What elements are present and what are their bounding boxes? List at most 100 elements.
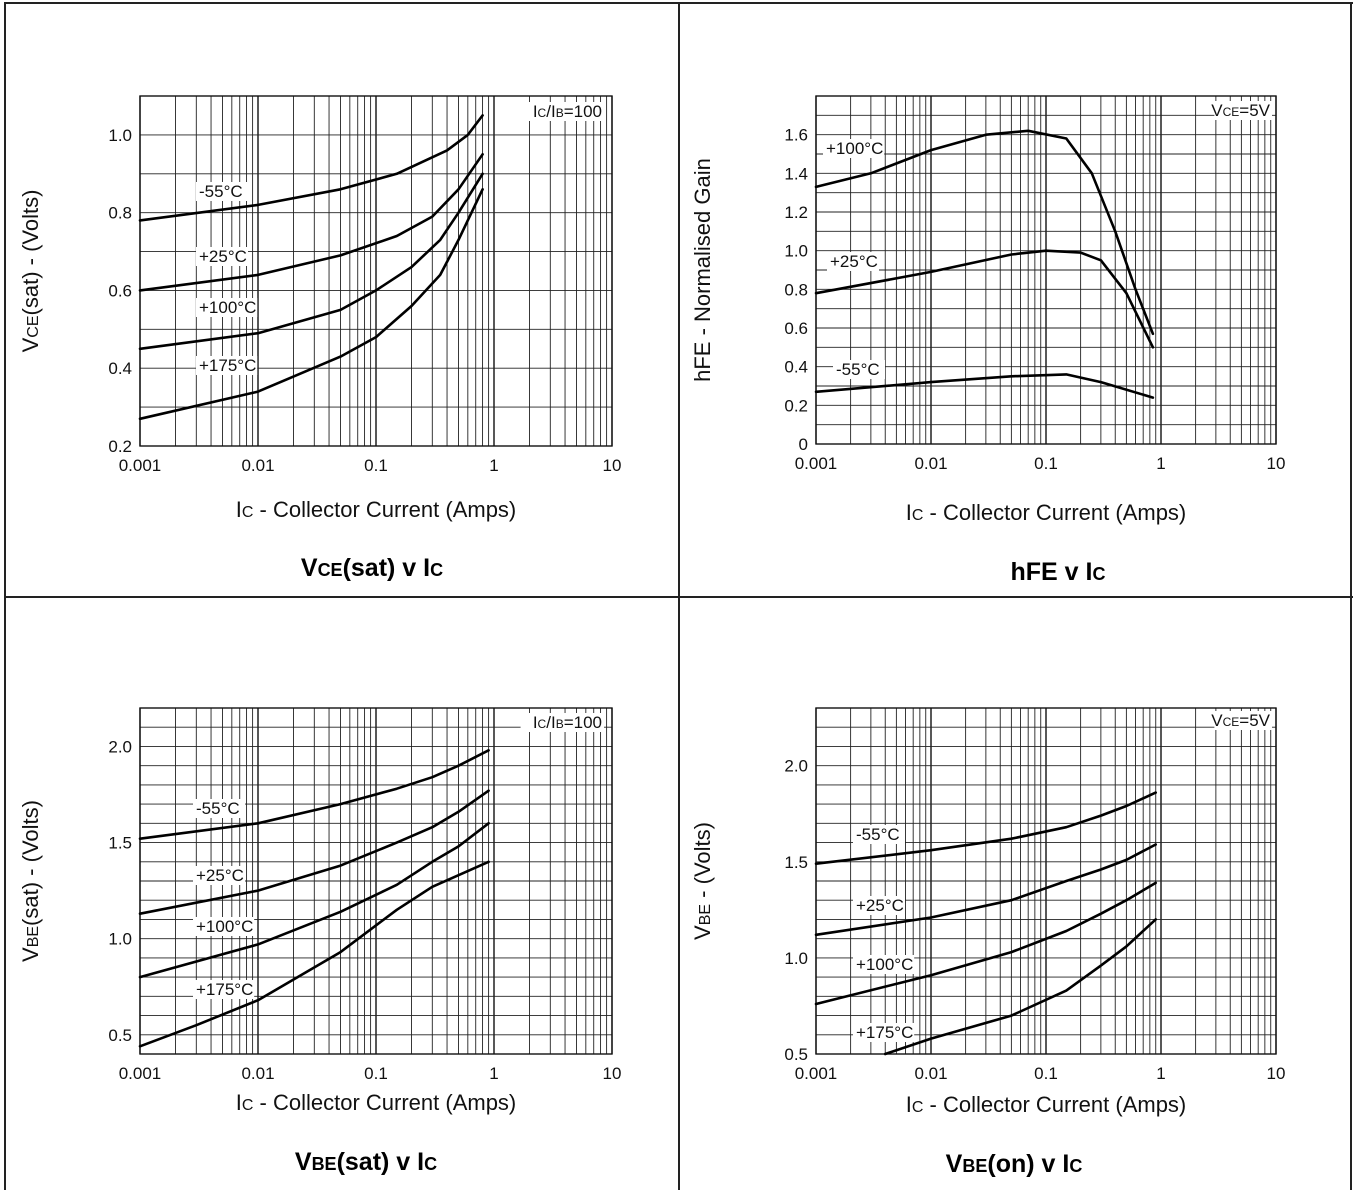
series-label-text: -55°C [856, 825, 900, 844]
y-tick-label: 2.0 [784, 757, 808, 776]
x-tick-label: 1 [489, 456, 498, 475]
series-label-text: +25°C [830, 252, 878, 271]
series-line-55-c [814, 373, 1155, 399]
chart-title: VCE(sat) v IC [301, 554, 443, 582]
y-tick-label: 0.5 [784, 1045, 808, 1064]
series-label-25-c: +25°C [853, 896, 905, 915]
series-label-text: +25°C [196, 866, 244, 885]
series-label-bg [196, 182, 248, 201]
x-tick-label: 10 [603, 1064, 622, 1083]
condition-bg [520, 102, 604, 121]
series-line-55-c [138, 749, 490, 840]
x-tick-label: 0.1 [1034, 454, 1058, 473]
series-line-175-c [138, 188, 484, 421]
series-line-100-c [814, 129, 1155, 336]
y-tick-label: 1.0 [784, 949, 808, 968]
x-axis-label: IC - Collector Current (Amps) [906, 1092, 1187, 1117]
x-tick-label: 0.01 [914, 454, 947, 473]
series-label-text: -55°C [196, 799, 240, 818]
plot-area-border [815, 707, 1277, 1055]
series-line-100-c [138, 172, 484, 351]
series-line-25-c [138, 153, 484, 292]
y-tick-label: 0.2 [108, 437, 132, 456]
x-tick-label: 0.01 [241, 1064, 274, 1083]
series-label-text: +25°C [856, 896, 904, 915]
series-label-bg [833, 360, 885, 379]
series-label-175-c: +175°C [196, 356, 258, 375]
y-tick-label: 1.6 [784, 126, 808, 145]
series-line-55-c [138, 114, 484, 222]
chart-vcesat: 0.001 0.01 0.1 1 10 0.2 0.4 0.6 0.8 1.0 -55°C +25°C… [18, 95, 622, 582]
series-line-25-c [138, 789, 490, 916]
series-label-bg [196, 247, 248, 266]
y-tick-label: 1.0 [108, 126, 132, 145]
x-tick-label: 0.001 [795, 1064, 838, 1083]
y-tick-label: 0.4 [108, 359, 132, 378]
x-tick-label: 0.001 [795, 454, 838, 473]
plot-grid [815, 707, 1277, 1055]
x-tick-label: 0.1 [364, 456, 388, 475]
x-tick-label: 10 [1267, 1064, 1286, 1083]
y-tick-label: 0.8 [784, 280, 808, 299]
y-axis-label: hFE - Normalised Gain [690, 158, 715, 382]
x-tick-label: 0.001 [119, 1064, 162, 1083]
series-line-175-c [138, 860, 490, 1048]
x-tick-label: 0.1 [1034, 1064, 1058, 1083]
series-label-55-c: -55°C [853, 825, 905, 844]
x-axis-label: IC - Collector Current (Amps) [236, 1090, 517, 1115]
series-label-55-c: -55°C [196, 182, 248, 201]
plot-grid [815, 95, 1277, 445]
series-label-text: +25°C [199, 247, 247, 266]
chart-title: VBE(sat) v IC [295, 1148, 437, 1176]
series-label-bg [196, 356, 258, 375]
series-label-bg [853, 825, 905, 844]
series-label-bg [193, 799, 245, 818]
chart-title: hFE v IC [1011, 558, 1106, 586]
series-line-55-c [814, 791, 1158, 866]
plot-grid [139, 95, 613, 447]
condition-label: VCE=5V [1211, 711, 1272, 730]
series-label-25-c: +25°C [827, 252, 879, 271]
series-line-100-c [138, 822, 490, 979]
y-tick-label: 1.0 [108, 930, 132, 949]
series-label-25-c: +25°C [193, 866, 245, 885]
series-line-25-c [814, 843, 1158, 937]
x-tick-label: 1 [1156, 1064, 1165, 1083]
series-line-100-c [814, 881, 1158, 1006]
y-axis-label: VCE(sat) - (Volts) [18, 190, 43, 353]
plot-area-border [139, 95, 613, 447]
series-label-175-c: +175°C [193, 980, 255, 999]
y-tick-label: 2.0 [108, 737, 132, 756]
plot-area-border [139, 707, 613, 1055]
y-tick-label: 1.2 [784, 203, 808, 222]
condition-bg [1214, 101, 1272, 120]
x-axis-label: IC - Collector Current (Amps) [906, 500, 1187, 525]
x-tick-label: 0.1 [364, 1064, 388, 1083]
condition-text: VCE=5V [1211, 711, 1270, 730]
series-label-bg [827, 252, 879, 271]
y-tick-label: 1.4 [784, 164, 808, 183]
x-tick-label: 1 [489, 1064, 498, 1083]
series-label-bg [193, 980, 255, 999]
condition-label: VCE=5V [1211, 101, 1272, 120]
series-label-bg [853, 1023, 915, 1042]
condition-text: VCE=5V [1211, 101, 1270, 120]
series-label-175-c: +175°C [853, 1023, 915, 1042]
series-label-25-c: +25°C [196, 247, 248, 266]
series-label-text: +100°C [856, 955, 913, 974]
x-tick-label: 10 [603, 456, 622, 475]
series-label-bg [193, 866, 245, 885]
series-label-text: -55°C [836, 360, 880, 379]
x-tick-label: 0.01 [241, 456, 274, 475]
x-tick-label: 0.001 [119, 456, 162, 475]
y-tick-label: 0 [799, 435, 808, 454]
chart-vbesat: 0.001 0.01 0.1 1 10 0.5 1.0 1.5 2.0 -55°C +25°C +10… [18, 707, 622, 1176]
y-tick-label: 0.4 [784, 358, 808, 377]
condition-bg [520, 713, 604, 732]
frame-divider-horizontal [4, 596, 1353, 598]
x-axis-label: IC - Collector Current (Amps) [236, 497, 517, 522]
series-label-100-c: +100°C [193, 917, 255, 936]
y-tick-label: 0.2 [784, 396, 808, 415]
y-tick-label: 0.6 [108, 281, 132, 300]
